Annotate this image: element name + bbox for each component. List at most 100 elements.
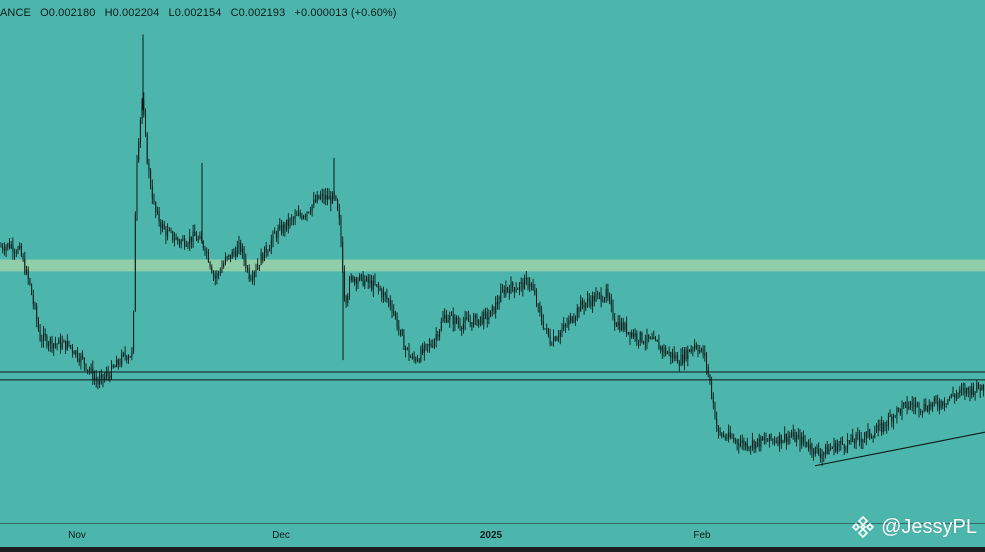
candle-body — [490, 310, 492, 317]
candle-body — [309, 211, 311, 213]
candle-body — [138, 142, 140, 161]
candle-body — [485, 312, 486, 313]
candle-body — [682, 354, 684, 363]
candle-body — [891, 416, 893, 422]
candle-body — [236, 247, 238, 257]
candle-body — [491, 306, 493, 311]
candle-body — [49, 338, 51, 345]
candle-body — [717, 426, 719, 431]
candle-body — [479, 316, 481, 320]
candle-body — [255, 269, 257, 273]
candle-body — [690, 349, 692, 352]
candle-body — [374, 280, 376, 285]
candle-body — [24, 259, 26, 274]
candle-body — [507, 287, 509, 290]
candle-body — [190, 236, 192, 242]
candle-body — [141, 99, 143, 119]
candle-body — [316, 195, 318, 202]
candle-body — [527, 278, 529, 287]
candle-body — [238, 242, 240, 247]
candle-body — [758, 438, 760, 447]
candle-body — [622, 322, 624, 330]
candle-body — [634, 333, 636, 337]
candle-body — [573, 320, 575, 323]
candle-body — [61, 342, 63, 349]
candle-body — [112, 365, 114, 368]
candle-body — [466, 317, 468, 319]
candle-body — [826, 445, 828, 455]
candle-body — [893, 415, 894, 422]
candle-body — [226, 256, 228, 258]
candle-body — [520, 281, 522, 285]
watermark: @JessyPL — [851, 515, 977, 539]
candle-body — [644, 342, 646, 344]
candle-body — [947, 399, 949, 404]
candle-body — [19, 245, 21, 249]
candle-body — [576, 307, 578, 317]
candle-body — [7, 243, 9, 247]
candle-body — [762, 436, 764, 440]
candle-body — [311, 205, 313, 212]
candle-body — [43, 333, 44, 341]
candle-body — [617, 321, 619, 327]
candle-body — [842, 441, 843, 445]
candle-body — [932, 402, 934, 407]
candle-body — [213, 272, 214, 275]
candle-body — [719, 431, 721, 434]
price-chart[interactable] — [0, 0, 985, 523]
time-axis[interactable]: Nov Dec 2025 Feb — [0, 523, 985, 548]
candle-body — [559, 331, 561, 337]
candle-body — [838, 443, 840, 446]
candle-body — [724, 435, 726, 438]
candle-body — [207, 251, 209, 263]
candle-body — [488, 317, 490, 320]
candle-body — [243, 249, 245, 260]
candle-body — [111, 365, 112, 379]
candle-body — [308, 212, 310, 213]
candle-body — [915, 404, 917, 407]
candle-body — [694, 344, 696, 349]
candle-body — [593, 295, 595, 302]
candle-body — [954, 395, 956, 398]
candle-body — [445, 314, 447, 323]
candle-body — [653, 337, 655, 340]
candle-body — [318, 195, 320, 199]
candle-body — [627, 332, 629, 334]
candle-body — [971, 386, 973, 395]
candle-body — [886, 425, 888, 427]
candle-body — [313, 199, 315, 205]
candle-body — [444, 314, 446, 319]
candle-body — [367, 277, 369, 283]
candle-body — [70, 345, 72, 347]
candle-body — [104, 376, 106, 380]
candle-body — [224, 257, 226, 264]
candle-body — [558, 336, 560, 339]
candle-body — [743, 440, 745, 447]
candle-body — [942, 401, 944, 406]
candle-body — [697, 348, 699, 353]
candle-body — [167, 230, 169, 237]
candle-body — [440, 321, 442, 331]
candle-body — [39, 329, 41, 341]
candle-body — [677, 355, 679, 364]
candle-body — [277, 229, 279, 238]
candle-body — [944, 404, 945, 406]
candle-body — [248, 267, 250, 279]
candle-body — [428, 343, 430, 346]
change-value: +0.000013 (+0.60%) — [294, 7, 397, 19]
candle-body — [734, 439, 736, 441]
candle-body — [590, 301, 592, 306]
candle-body — [53, 343, 55, 349]
candle-body — [928, 404, 930, 412]
candle-body — [3, 249, 5, 251]
candle-body — [896, 408, 898, 417]
candle-body — [733, 437, 735, 441]
candle-body — [442, 318, 444, 322]
candle-body — [0, 246, 2, 248]
candle-body — [597, 293, 599, 295]
candle-body — [196, 236, 197, 241]
candle-body — [464, 317, 466, 324]
candle-body — [683, 350, 685, 363]
close-value: C0.002193 — [230, 7, 286, 19]
candle-body — [945, 403, 947, 405]
